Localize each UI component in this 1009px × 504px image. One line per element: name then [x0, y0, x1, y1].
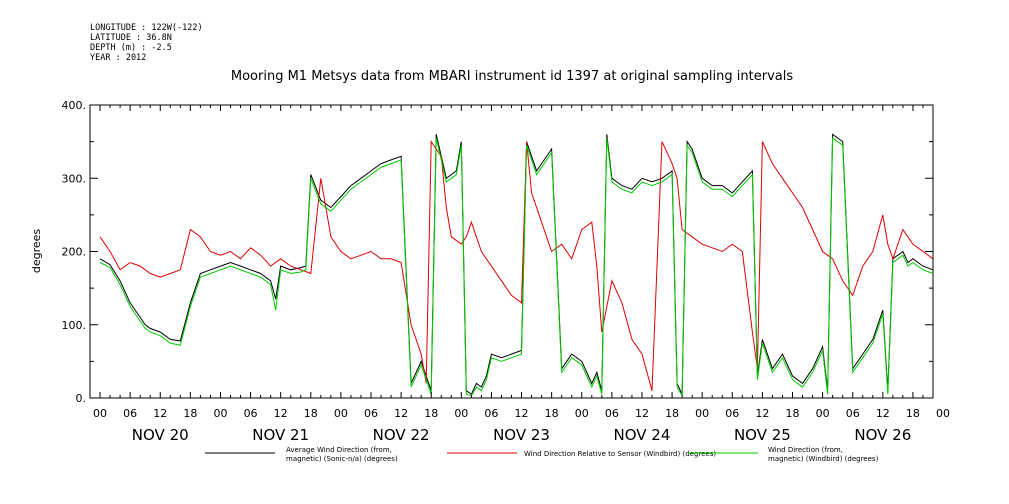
x-tick-label: 00	[93, 407, 107, 420]
legend: Average Wind Direction (from, magnetic) (…	[205, 446, 879, 463]
x-tick-label: 18	[786, 407, 800, 420]
x-tick-label: 18	[665, 407, 679, 420]
x-tick-label: 00	[816, 407, 830, 420]
legend-label-2: Wind Direction (from, magnetic) (Windbird…	[768, 446, 879, 463]
meta-year: YEAR : 2012	[90, 53, 146, 63]
x-tick-label: 12	[274, 407, 288, 420]
series-line-0	[99, 133, 934, 396]
chart-title: Mooring M1 Metsys data from MBARI instru…	[231, 69, 793, 84]
day-label: NOV 20	[132, 426, 189, 444]
plot-series	[99, 133, 934, 398]
x-tick-labels: 00 06 12 18 00 06 12 18 00 06 12 18 00 06 12 18 00 06 12 18…	[93, 407, 950, 420]
x-tick-label: 12	[876, 407, 890, 420]
day-label: NOV 26	[854, 426, 911, 444]
x-tick-label: 18	[304, 407, 318, 420]
series-line-2	[99, 137, 934, 398]
y-tick-label: 300.	[62, 172, 87, 185]
x-tick-label: 00	[334, 407, 348, 420]
x-tick-label: 00	[575, 407, 589, 420]
x-tick-label: 18	[183, 407, 197, 420]
x-tick-label: 00	[454, 407, 468, 420]
y-tick-labels: 0. 100. 200. 300. 400.	[62, 99, 87, 405]
day-label: NOV 21	[252, 426, 309, 444]
y-tick-label: 200.	[62, 246, 87, 259]
meta-longitude: LONGITUDE : 122W(-122)	[90, 23, 203, 33]
x-tick-label: 12	[515, 407, 529, 420]
x-tick-label: 00	[936, 407, 950, 420]
y-axis-label: degrees	[30, 229, 43, 274]
x-tick-label: 12	[755, 407, 769, 420]
x-tick-label: 00	[213, 407, 227, 420]
day-label: NOV 24	[614, 426, 671, 444]
x-tick-label: 06	[244, 407, 258, 420]
y-tick-label: 0.	[76, 392, 87, 405]
legend-label-1: Wind Direction Relative to Sensor (Windb…	[524, 450, 716, 458]
y-tick-label: 400.	[62, 99, 87, 112]
day-label: NOV 25	[734, 426, 791, 444]
day-label: NOV 23	[493, 426, 550, 444]
x-tick-label: 06	[484, 407, 498, 420]
day-label: NOV 22	[373, 426, 430, 444]
series-line-1	[99, 140, 934, 391]
y-tick-label: 100.	[62, 319, 87, 332]
metadata-block: LONGITUDE : 122W(-122) LATITUDE : 36.8N …	[90, 23, 203, 63]
day-labels: NOV 20 NOV 21 NOV 22 NOV 23 NOV 24 NOV 25 NOV …	[132, 426, 911, 444]
x-tick-label: 06	[364, 407, 378, 420]
x-tick-label: 18	[424, 407, 438, 420]
x-tick-label: 12	[153, 407, 167, 420]
x-tick-label: 12	[635, 407, 649, 420]
x-tick-label: 06	[725, 407, 739, 420]
meta-depth: DEPTH (m) : -2.5	[90, 43, 172, 53]
x-tick-label: 00	[695, 407, 709, 420]
x-tick-label: 06	[605, 407, 619, 420]
axis-ticks	[90, 104, 934, 399]
meta-latitude: LATITUDE : 36.8N	[90, 33, 172, 43]
x-tick-label: 06	[846, 407, 860, 420]
legend-label-0: Average Wind Direction (from, magnetic) (…	[286, 446, 398, 463]
x-tick-label: 06	[123, 407, 137, 420]
x-tick-label: 12	[394, 407, 408, 420]
x-tick-label: 18	[906, 407, 920, 420]
x-tick-label: 18	[545, 407, 559, 420]
